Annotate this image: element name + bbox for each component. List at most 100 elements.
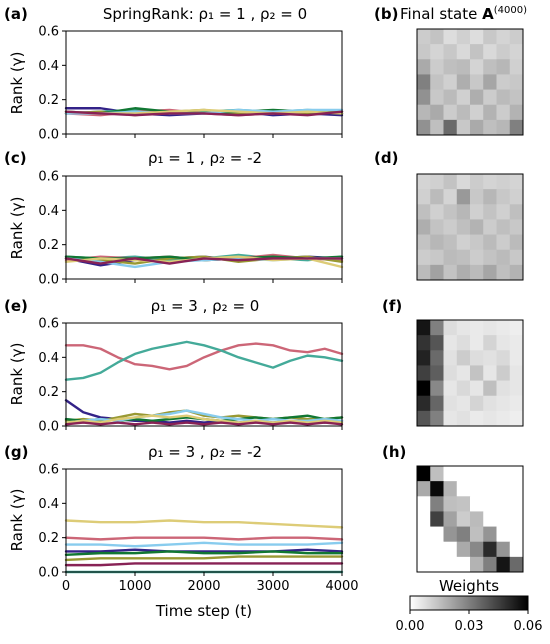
heatmap-cell xyxy=(417,204,431,220)
heatmap-cell xyxy=(430,496,444,512)
y-tick-label: 0.2 xyxy=(38,238,59,253)
heatmap-cell xyxy=(483,59,497,75)
heatmap-cell xyxy=(456,264,471,281)
heatmap-cell xyxy=(470,526,484,543)
heatmap-cell xyxy=(483,234,497,251)
heatmap-cell xyxy=(456,380,471,397)
panel-label-f: (f) xyxy=(382,297,402,315)
y-tick-label: 0.6 xyxy=(38,317,59,332)
heatmap-cell xyxy=(509,189,524,205)
series-line-0 xyxy=(64,342,344,371)
heatmap-panel-f xyxy=(416,319,524,427)
panel-label-g: (g) xyxy=(4,443,28,461)
heatmap-cell xyxy=(509,320,524,336)
heatmap-cell xyxy=(443,335,458,351)
panel-title-g: ρ₁ = 3 , ρ₂ = -2 xyxy=(148,443,262,461)
y-tick-label: 0.0 xyxy=(38,566,59,581)
heatmap-cell xyxy=(496,350,511,366)
heatmap-cell xyxy=(430,204,444,220)
heatmap-cell xyxy=(470,350,484,366)
heatmap-cell xyxy=(443,104,458,121)
heatmap-cell xyxy=(496,264,511,281)
heatmap-cell xyxy=(509,365,524,381)
heatmap-cell xyxy=(496,44,511,60)
heatmap-cell xyxy=(430,410,444,427)
x-tick-label: 3000 xyxy=(256,579,289,594)
heatmap-cell xyxy=(496,119,511,136)
heatmap-cell xyxy=(470,104,484,121)
colorbar-title: Weights xyxy=(439,577,499,595)
heatmap-cell xyxy=(443,481,458,497)
heatmap-cell xyxy=(483,174,497,190)
heatmap-cell xyxy=(470,89,484,106)
heatmap-cell xyxy=(443,59,458,75)
heatmap-cell xyxy=(509,541,524,558)
heatmap-cell xyxy=(417,189,431,205)
heatmap-cell xyxy=(456,174,471,190)
heatmap-cell xyxy=(443,264,458,281)
heatmap-cell xyxy=(496,219,511,235)
heatmap-cell xyxy=(483,365,497,381)
heatmap-cell xyxy=(470,174,484,190)
panel-title-c: ρ₁ = 1 , ρ₂ = -2 xyxy=(148,149,262,167)
heatmap-cell xyxy=(443,466,458,482)
heatmap-cell xyxy=(496,104,511,121)
x-tick-label: 2000 xyxy=(187,579,220,594)
heatmap-cell xyxy=(483,496,497,512)
heatmap-cell xyxy=(430,511,444,527)
heatmap-frame xyxy=(416,28,524,136)
panel-label-d: (d) xyxy=(374,149,398,167)
heatmap-cell xyxy=(496,410,511,427)
heatmap-cell xyxy=(430,59,444,75)
heatmap-cell xyxy=(496,234,511,251)
heatmap-cell xyxy=(470,380,484,397)
y-tick-label: 0.4 xyxy=(38,497,59,512)
heatmap-cell xyxy=(417,481,431,497)
heatmap-cell xyxy=(470,189,484,205)
heatmap-cell xyxy=(443,395,458,412)
heatmap-cell xyxy=(483,556,497,573)
heatmap-cell xyxy=(417,74,431,90)
heatmap-panel-d xyxy=(416,173,524,281)
x-tick-label: 4000 xyxy=(325,579,358,594)
heatmap-cell xyxy=(470,249,484,266)
line-panel-c: 0.0 0.2 0.4 0.6 xyxy=(38,170,344,288)
heatmap-cell xyxy=(417,541,431,558)
heatmap-panel-h xyxy=(416,465,524,573)
heatmap-cell xyxy=(470,556,484,573)
heatmap-cell xyxy=(417,249,431,266)
x-tick-label: 0 xyxy=(62,579,70,594)
line-panel-g: 0.0 0.2 0.4 0.6 0 1000 2000 3000 4000 xyxy=(38,463,358,595)
heatmap-cell xyxy=(443,556,458,573)
heatmap-cell xyxy=(443,526,458,543)
heatmap-cell xyxy=(456,44,471,60)
heatmap-cell xyxy=(443,44,458,60)
heatmap-cell xyxy=(496,29,511,45)
series-line-3 xyxy=(64,548,344,553)
heatmap-cell xyxy=(417,511,431,527)
heatmap-cell xyxy=(509,174,524,190)
heatmap-cell xyxy=(496,481,511,497)
heatmap-cell xyxy=(470,234,484,251)
heatmap-cell xyxy=(496,541,511,558)
heatmap-cell xyxy=(430,29,444,45)
heatmap-cell xyxy=(456,481,471,497)
heatmap-cell xyxy=(483,249,497,266)
heatmap-cell xyxy=(456,189,471,205)
heatmap-frame xyxy=(416,173,524,281)
heatmap-cell xyxy=(456,350,471,366)
heatmap-cell xyxy=(456,320,471,336)
heatmap-cell xyxy=(483,119,497,136)
heatmap-cell xyxy=(496,496,511,512)
heatmap-cell xyxy=(470,410,484,427)
panel-label-b: (b) xyxy=(374,5,398,23)
heatmap-cell xyxy=(417,365,431,381)
heatmap-cell xyxy=(456,466,471,482)
heatmap-cell xyxy=(509,264,524,281)
heatmap-cell xyxy=(470,395,484,412)
heatmap-cell xyxy=(456,234,471,251)
heatmap-cell xyxy=(470,541,484,558)
heatmap-title-symbol: A xyxy=(482,5,494,23)
panel-label-e: (e) xyxy=(4,297,28,315)
